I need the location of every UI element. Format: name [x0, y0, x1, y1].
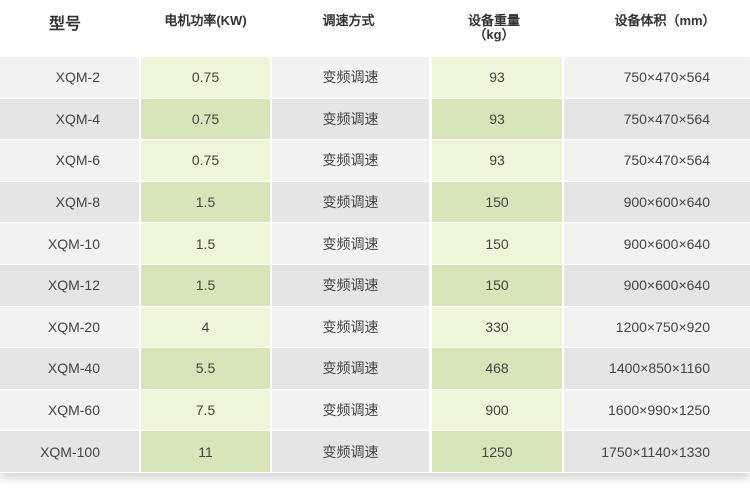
cell-weight: 330	[432, 306, 562, 348]
header-power: 电机功率(KW)	[164, 13, 247, 28]
header-model: 型号	[48, 16, 81, 33]
cell-power: 1.5	[141, 264, 270, 306]
cell-model: XQM-10	[0, 223, 139, 264]
cell-volume: 900×600×640	[564, 264, 750, 306]
cell-speed-control: 变频调速	[272, 223, 429, 264]
cell-volume: 1750×1140×1330	[564, 431, 750, 472]
cell-model: XQM-60	[0, 389, 139, 431]
cell-power: 0.75	[141, 140, 270, 181]
cell-speed-control: 变频调速	[272, 98, 429, 140]
cell-weight: 150	[432, 264, 562, 306]
cell-volume: 750×470×564	[564, 98, 750, 140]
cell-model: XQM-2	[0, 57, 139, 98]
cell-volume: 750×470×564	[564, 140, 750, 181]
cell-model: XQM-8	[0, 181, 139, 223]
table-row: XQM-10 1.5 变频调速 150 900×600×640	[0, 223, 750, 265]
cell-volume: 900×600×640	[564, 223, 750, 264]
cell-volume: 750×470×564	[564, 57, 750, 98]
cell-weight: 468	[432, 348, 562, 389]
cell-model: XQM-12	[0, 264, 139, 306]
table-row: XQM-4 0.75 变频调速 93 750×470×564	[0, 98, 750, 141]
cell-volume: 1400×850×1160	[564, 348, 750, 389]
cell-speed-control: 变频调速	[272, 389, 429, 431]
table-row: XQM-60 7.5 变频调速 900 1600×990×1250	[0, 389, 750, 432]
table-header: 型号 电机功率(KW) 调速方式 设备重量 （kg） 设备体积（mm）	[0, 0, 750, 56]
table-row: XQM-20 4 变频调速 330 1200×750×920	[0, 306, 750, 349]
cell-power: 7.5	[141, 389, 270, 431]
cell-speed-control: 变频调速	[272, 264, 429, 306]
cell-weight: 150	[432, 181, 562, 223]
cell-weight: 1250	[432, 431, 562, 472]
cell-weight: 93	[432, 57, 562, 98]
cell-speed-control: 变频调速	[272, 57, 429, 98]
cell-volume: 900×600×640	[564, 181, 750, 223]
cell-power: 5.5	[141, 348, 270, 389]
cell-speed-control: 变频调速	[272, 348, 429, 389]
table-row: XQM-12 1.5 变频调速 150 900×600×640	[0, 264, 750, 307]
cell-weight: 900	[432, 389, 562, 431]
table-row: XQM-100 11 变频调速 1250 1750×1140×1330	[0, 431, 750, 473]
cell-power: 0.75	[141, 98, 270, 140]
cell-power: 0.75	[141, 57, 270, 98]
header-volume: 设备体积（mm）	[614, 13, 716, 28]
header-weight: 设备重量 （kg）	[429, 14, 559, 42]
header-speed-control: 调速方式	[322, 13, 375, 28]
table-row: XQM-8 1.5 变频调速 150 900×600×640	[0, 181, 750, 224]
cell-speed-control: 变频调速	[272, 306, 429, 348]
cell-volume: 1200×750×920	[564, 306, 750, 348]
spec-table: XQM-2 0.75 变频调速 93 750×470×564 XQM-4 0.75 变频调速 9…	[0, 57, 750, 473]
table-row: XQM-2 0.75 变频调速 93 750×470×564	[0, 57, 750, 99]
cell-power: 1.5	[141, 223, 270, 264]
cell-model: XQM-100	[0, 431, 139, 472]
cell-model: XQM-20	[0, 306, 139, 348]
cell-volume: 1600×990×1250	[564, 389, 750, 431]
cell-power: 4	[141, 306, 270, 348]
cell-speed-control: 变频调速	[272, 181, 429, 223]
cell-model: XQM-6	[0, 140, 139, 181]
cell-power: 11	[141, 431, 270, 472]
cell-model: XQM-4	[0, 98, 139, 140]
cell-speed-control: 变频调速	[272, 140, 429, 181]
header-weight-unit: （kg）	[473, 27, 515, 42]
cell-weight: 150	[432, 223, 562, 264]
cell-weight: 93	[432, 140, 562, 181]
table-row: XQM-40 5.5 变频调速 468 1400×850×1160	[0, 348, 750, 390]
table-row: XQM-6 0.75 变频调速 93 750×470×564	[0, 140, 750, 182]
cell-power: 1.5	[141, 181, 270, 223]
cell-speed-control: 变频调速	[272, 431, 429, 472]
cell-weight: 93	[432, 98, 562, 140]
header-weight-label: 设备重量	[467, 13, 520, 28]
cell-model: XQM-40	[0, 348, 139, 389]
